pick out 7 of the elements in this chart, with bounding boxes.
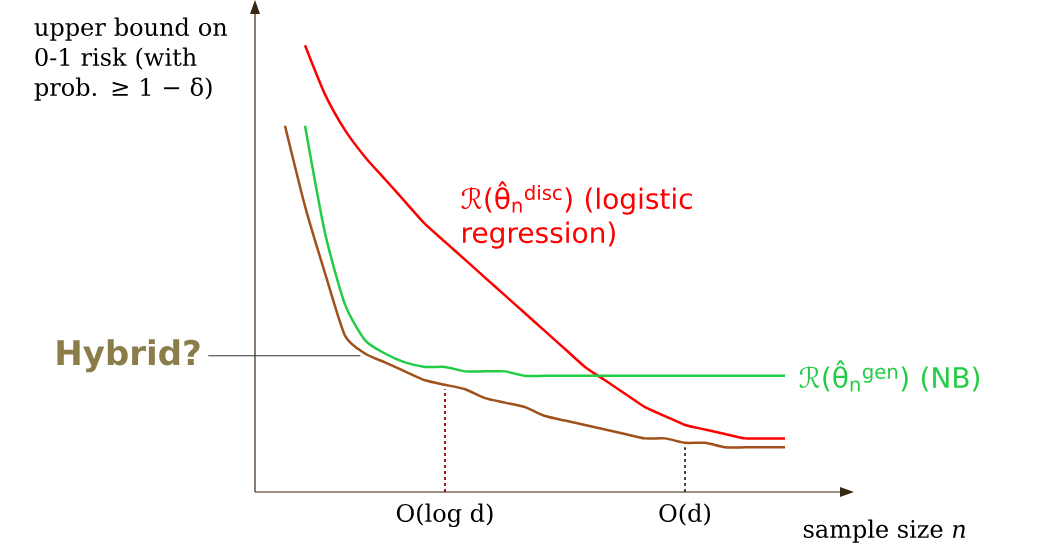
x-axis-title: sample size n [803,519,966,543]
x-tick-label: O(log d) [396,503,493,528]
y-axis-title: upper bound on 0-1 risk (with prob. ≥ 1 − δ) [34,17,228,101]
series-label: ℛ(θ̂$_{n}$$^{gen}$) (NB) [799,360,980,392]
x-tick-label: O(d) [659,503,710,526]
text: Hybrid? [57,339,200,373]
series-label: ℛ(θ̂$_{n}$$^{disc}$) (logistic regression) [461,181,692,249]
